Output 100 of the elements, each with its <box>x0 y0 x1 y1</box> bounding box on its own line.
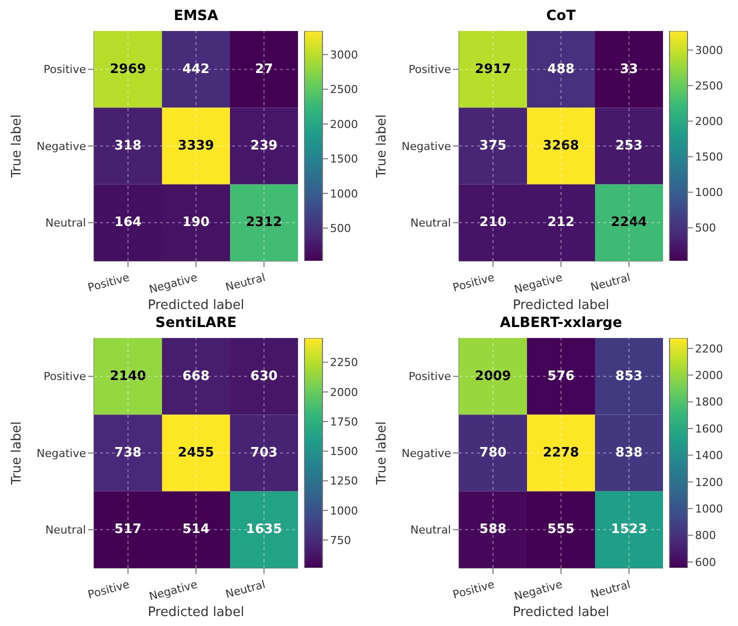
x-tick-label: Neutral <box>224 270 267 294</box>
data-label: 442 <box>182 62 210 77</box>
color-bar-label: 500 <box>330 222 351 236</box>
data-label: 164 <box>114 215 142 230</box>
color-bar-label: 1000 <box>330 187 358 200</box>
x-tick-label: Negative <box>148 578 200 604</box>
color-bar-label: 1000 <box>330 504 358 518</box>
x-tick-label: Neutral <box>589 270 632 294</box>
y-tick-label: Neutral <box>45 524 86 537</box>
color-bar-label: 1500 <box>695 150 723 164</box>
data-label: 555 <box>547 522 575 538</box>
data-label: 517 <box>114 522 142 538</box>
color-bar-label: 1200 <box>695 476 723 489</box>
color-bar-label: 2000 <box>330 118 358 131</box>
data-label: 3268 <box>542 138 580 154</box>
data-label: 2455 <box>178 446 214 460</box>
data-label: 210 <box>479 215 507 230</box>
chart-title: SentiLARE <box>154 315 238 333</box>
color-bar-label: 1000 <box>695 502 723 516</box>
x-tick-label: Positive <box>86 270 132 294</box>
x-axis-title: Predicted label <box>512 605 610 620</box>
x-tick-label: Negative <box>512 578 564 604</box>
data-label: 2312 <box>246 215 282 230</box>
data-label: 3339 <box>178 138 214 154</box>
color-bar-label: 2200 <box>695 342 723 356</box>
y-axis-title: True label <box>10 421 25 486</box>
data-label: 514 <box>182 522 210 538</box>
data-label: 2140 <box>110 368 146 384</box>
color-bar-label: 3000 <box>695 44 723 57</box>
data-label: 33 <box>620 62 638 77</box>
color-bar-label: 2250 <box>330 356 358 370</box>
data-label: 588 <box>479 522 507 538</box>
data-label: 838 <box>615 446 643 460</box>
y-tick-label: Negative <box>402 446 452 460</box>
data-label: 738 <box>114 446 142 460</box>
x-axis-title: Predicted label <box>148 605 244 620</box>
data-label: 853 <box>615 368 643 384</box>
color-bar-label: 2000 <box>330 386 358 399</box>
x-tick-label: Positive <box>451 270 496 294</box>
y-tick-label: Negative <box>36 140 86 153</box>
color-bar-label: 1400 <box>695 449 723 462</box>
chart-title: EMSA <box>172 8 220 26</box>
y-tick-label: Positive <box>44 370 86 384</box>
data-label: 27 <box>254 62 274 77</box>
x-axis-title: Predicted label <box>512 298 610 313</box>
y-axis-title: True label <box>374 114 390 179</box>
y-tick-label: Neutral <box>45 216 86 230</box>
color-bar-label: 600 <box>695 556 716 569</box>
data-label: 2009 <box>474 368 512 384</box>
x-tick-label: Neutral <box>589 578 632 601</box>
x-tick-label: Negative <box>512 270 564 296</box>
color-bar-label: 2000 <box>695 115 723 128</box>
x-tick-label: Neutral <box>224 578 267 601</box>
x-tick-label: Positive <box>451 578 496 602</box>
data-label: 375 <box>479 138 507 154</box>
color-bar-label: 2500 <box>330 83 358 96</box>
data-label: 253 <box>615 138 643 154</box>
data-label: 2244 <box>610 215 648 230</box>
color-bar-label: 750 <box>330 534 351 547</box>
data-label: 1635 <box>246 522 282 538</box>
data-label: 190 <box>182 215 210 230</box>
color-bar-label: 1250 <box>330 474 358 488</box>
data-label: 318 <box>114 138 142 154</box>
data-label: 1523 <box>610 522 648 538</box>
y-tick-label: Negative <box>402 140 452 153</box>
color-bar-label: 1500 <box>330 152 358 166</box>
color-bar-label: 1500 <box>330 445 358 458</box>
data-label: 488 <box>547 62 575 77</box>
data-label: 212 <box>547 215 575 230</box>
color-bar-label: 2500 <box>695 80 723 93</box>
color-bar-label: 500 <box>695 222 716 235</box>
color-bar-label: 1750 <box>330 415 358 428</box>
data-label: 780 <box>479 446 507 460</box>
y-tick-label: Positive <box>408 370 452 384</box>
x-tick-label: Negative <box>148 270 200 296</box>
y-tick-label: Positive <box>44 63 86 76</box>
data-label: 239 <box>250 138 278 154</box>
data-label: 2917 <box>474 62 512 77</box>
data-label: 703 <box>250 446 278 460</box>
color-bar-label: 800 <box>695 529 716 542</box>
data-label: 668 <box>182 368 210 384</box>
color-bar-label: 3000 <box>330 48 358 62</box>
color-bar-label: 1800 <box>695 396 723 409</box>
chart-title: ALBERT-xxlarge <box>498 315 624 333</box>
y-tick-label: Neutral <box>410 216 451 230</box>
color-bar-label: 1000 <box>695 186 723 200</box>
y-tick-label: Negative <box>36 446 86 460</box>
x-axis-title: Predicted label <box>148 298 244 313</box>
y-tick-label: Neutral <box>410 524 451 537</box>
y-tick-label: Positive <box>408 63 452 76</box>
data-label: 630 <box>250 368 278 384</box>
color-bar-label: 1600 <box>695 422 723 436</box>
x-tick-label: Positive <box>86 578 132 602</box>
data-label: 2969 <box>110 62 146 77</box>
chart-title: CoT <box>545 8 577 26</box>
y-axis-title: True label <box>10 114 25 179</box>
color-bar-label: 2000 <box>695 369 723 382</box>
data-label: 576 <box>547 368 575 384</box>
data-label: 2278 <box>542 446 580 460</box>
y-axis-title: True label <box>374 421 390 486</box>
